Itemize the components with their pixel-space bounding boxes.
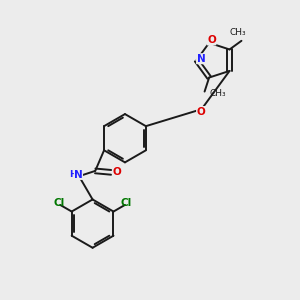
Text: O: O [196,106,206,117]
Text: H: H [69,170,76,179]
Text: CH₃: CH₃ [209,88,226,98]
Text: Cl: Cl [121,198,132,208]
Text: O: O [112,167,121,177]
Text: N: N [74,170,83,180]
Text: CH₃: CH₃ [230,28,246,37]
Text: O: O [207,35,216,45]
Text: Cl: Cl [53,198,64,208]
Text: N: N [196,54,205,64]
